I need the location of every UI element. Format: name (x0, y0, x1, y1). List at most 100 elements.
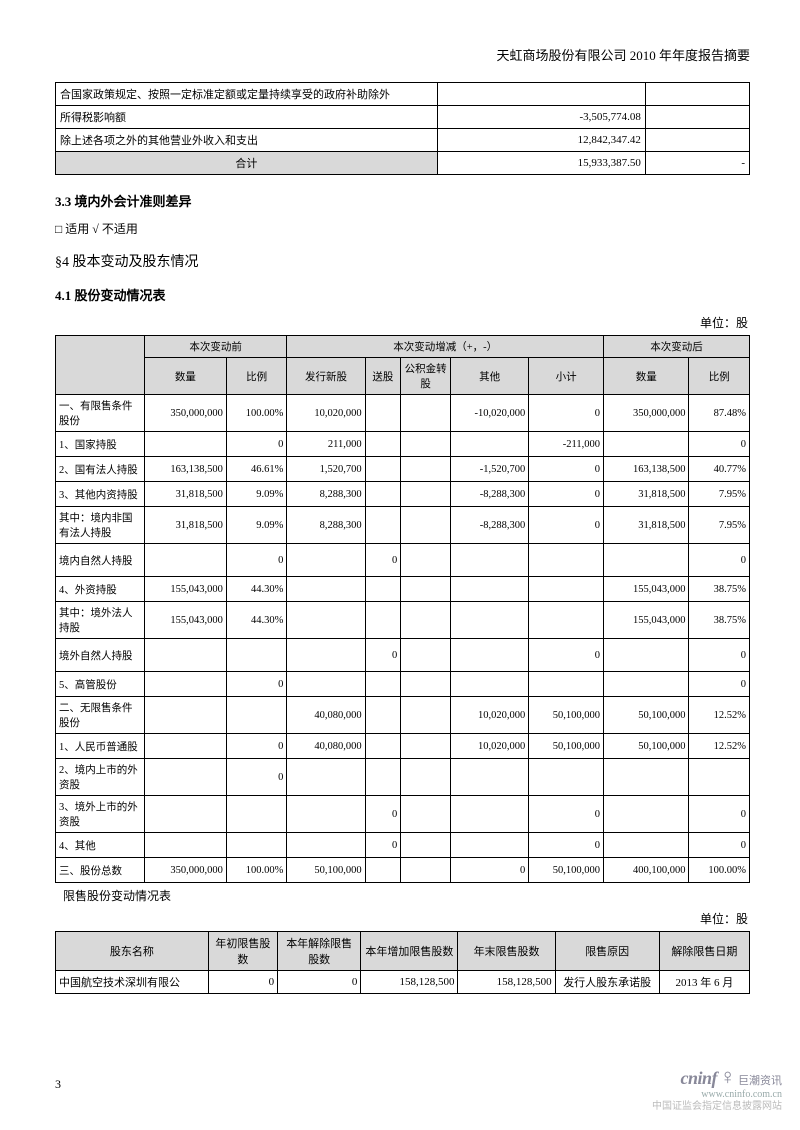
cell: 350,000,000 (144, 858, 226, 883)
cell (604, 544, 689, 577)
col-fund: 公积金转股 (401, 358, 451, 395)
table-row: 一、有限售条件股份 350,000,000 100.00% 10,020,000… (56, 395, 750, 432)
row-label: 其中：境外法人持股 (56, 602, 145, 639)
cell: 0 (208, 971, 277, 994)
cell: 0 (529, 639, 604, 672)
cell: 发行人股东承诺股 (555, 971, 659, 994)
cell (144, 796, 226, 833)
col-ratio-after: 比例 (689, 358, 750, 395)
cell: 155,043,000 (604, 602, 689, 639)
table-row: 合国家政策规定、按照一定标准定额或定量持续享受的政府补助除外 (56, 83, 750, 106)
cell: 10,020,000 (287, 395, 365, 432)
cell: 合国家政策规定、按照一定标准定额或定量持续享受的政府补助除外 (56, 83, 438, 106)
cell (144, 639, 226, 672)
col-new-issue: 发行新股 (287, 358, 365, 395)
cell (287, 639, 365, 672)
row-label: 二、无限售条件股份 (56, 697, 145, 734)
row-label: 1、人民币普通股 (56, 734, 145, 759)
cell: 400,100,000 (604, 858, 689, 883)
section-3-3-title: 3.3 境内外会计准则差异 (55, 191, 750, 210)
cell (689, 759, 750, 796)
cell (401, 507, 451, 544)
t3-h-release: 本年解除限售股数 (278, 932, 361, 971)
cell: 15,933,387.50 (437, 152, 645, 175)
col-qty-before: 数量 (144, 358, 226, 395)
logo-sub: 中国证监会指定信息披露网站 (652, 1101, 782, 1112)
cell: 50,100,000 (529, 858, 604, 883)
cell: 50,100,000 (604, 697, 689, 734)
cell: 50,100,000 (287, 858, 365, 883)
col-group-change: 本次变动增减（+，-） (287, 336, 604, 358)
cell: 12,842,347.42 (437, 129, 645, 152)
cell: 0 (226, 544, 287, 577)
cell: 50,100,000 (604, 734, 689, 759)
cell (144, 759, 226, 796)
page-header: 天虹商场股份有限公司 2010 年年度报告摘要 (55, 45, 750, 64)
row-label: 2、境内上市的外资股 (56, 759, 145, 796)
cell (604, 796, 689, 833)
cell: 0 (278, 971, 361, 994)
cell: -10,020,000 (451, 395, 529, 432)
cell: 0 (689, 432, 750, 457)
t3-h-add: 本年增加限售股数 (361, 932, 458, 971)
section-4-title: §4 股本变动及股东情况 (55, 251, 750, 271)
cell (287, 759, 365, 796)
cell (529, 672, 604, 697)
cell: 31,818,500 (604, 507, 689, 544)
cell: 100.00% (689, 858, 750, 883)
cell (226, 697, 287, 734)
cell: 0 (689, 796, 750, 833)
cell (226, 796, 287, 833)
cell (287, 544, 365, 577)
cell (401, 544, 451, 577)
cell (451, 833, 529, 858)
cell: 40,080,000 (287, 697, 365, 734)
cell: 0 (365, 796, 401, 833)
cell (287, 672, 365, 697)
row-label: 3、境外上市的外资股 (56, 796, 145, 833)
cell (401, 432, 451, 457)
cell (604, 672, 689, 697)
row-label: 5、高管股份 (56, 672, 145, 697)
cell (144, 432, 226, 457)
cell (365, 482, 401, 507)
col-group-after: 本次变动后 (604, 336, 750, 358)
cell: 0 (226, 734, 287, 759)
cell: 0 (365, 833, 401, 858)
cell (451, 577, 529, 602)
cell: 87.48% (689, 395, 750, 432)
cell: -8,288,300 (451, 507, 529, 544)
table-row: 2、境内上市的外资股 0 (56, 759, 750, 796)
cell (226, 833, 287, 858)
table-row: 4、外资持股 155,043,000 44.30% 155,043,000 38… (56, 577, 750, 602)
table-row: 二、无限售条件股份 40,080,000 10,020,000 50,100,0… (56, 697, 750, 734)
cell (365, 697, 401, 734)
cell (401, 457, 451, 482)
cell (365, 734, 401, 759)
cell: 0 (689, 672, 750, 697)
cell: 0 (365, 639, 401, 672)
cell (645, 106, 749, 129)
logo-cn: 巨潮资讯 (738, 1075, 782, 1087)
cell: 38.75% (689, 577, 750, 602)
cell (451, 759, 529, 796)
cell (645, 129, 749, 152)
cell (529, 602, 604, 639)
cell (401, 482, 451, 507)
shareholder-name: 中国航空技术深圳有限公 (56, 971, 209, 994)
table-row: 2、国有法人持股 163,138,500 46.61% 1,520,700 -1… (56, 457, 750, 482)
table-row: 1、人民币普通股 0 40,080,000 10,020,000 50,100,… (56, 734, 750, 759)
cell (287, 833, 365, 858)
cell (604, 432, 689, 457)
cell (604, 759, 689, 796)
cell (604, 833, 689, 858)
t3-h-name: 股东名称 (56, 932, 209, 971)
cell: -1,520,700 (451, 457, 529, 482)
cell: 31,818,500 (144, 482, 226, 507)
logo-brand: cninf (680, 1068, 717, 1088)
section-4-1-title: 4.1 股份变动情况表 (55, 285, 750, 304)
cell (401, 734, 451, 759)
cell (365, 507, 401, 544)
cell: 9.09% (226, 482, 287, 507)
cell: 163,138,500 (604, 457, 689, 482)
